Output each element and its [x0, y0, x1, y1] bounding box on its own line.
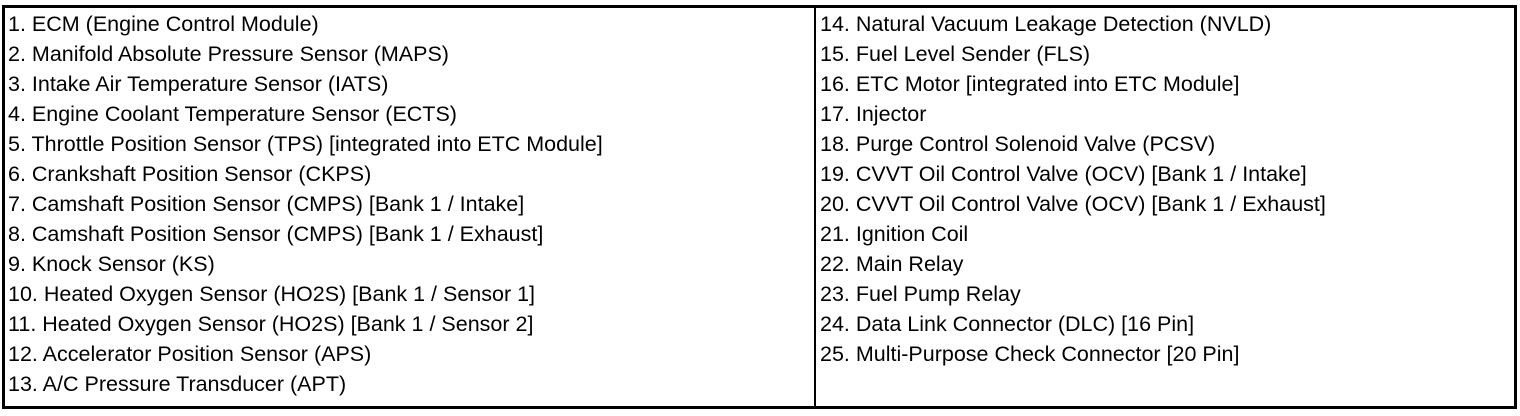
component-item: 4. Engine Coolant Temperature Sensor (EC…: [8, 102, 457, 126]
right-column: 14. Natural Vacuum Leakage Detection (NV…: [816, 8, 1514, 406]
component-item: 8. Camshaft Position Sensor (CMPS) [Bank…: [8, 222, 544, 246]
component-item: 3. Intake Air Temperature Sensor (IATS): [8, 72, 389, 96]
component-item: 25. Multi-Purpose Check Connector [20 Pi…: [820, 342, 1240, 366]
component-item: 22. Main Relay: [820, 252, 964, 276]
component-item: 14. Natural Vacuum Leakage Detection (NV…: [820, 12, 1272, 36]
left-column: 1. ECM (Engine Control Module) 2. Manifol…: [5, 8, 816, 406]
component-legend-table: 1. ECM (Engine Control Module) 2. Manifol…: [2, 5, 1517, 409]
component-item: 5. Throttle Position Sensor (TPS) [integ…: [8, 132, 603, 156]
component-item: 10. Heated Oxygen Sensor (HO2S) [Bank 1 …: [8, 282, 536, 306]
component-item: 21. Ignition Coil: [820, 222, 969, 246]
component-item: 24. Data Link Connector (DLC) [16 Pin]: [820, 312, 1195, 336]
component-item: 19. CVVT Oil Control Valve (OCV) [Bank 1…: [820, 162, 1307, 186]
component-item: 2. Manifold Absolute Pressure Sensor (MA…: [8, 42, 449, 66]
component-item: 13. A/C Pressure Transducer (APT): [8, 372, 347, 396]
component-item: 17. Injector: [820, 102, 927, 126]
component-item: 9. Knock Sensor (KS): [8, 252, 215, 276]
component-item: 11. Heated Oxygen Sensor (HO2S) [Bank 1 …: [8, 312, 534, 336]
component-item: 7. Camshaft Position Sensor (CMPS) [Bank…: [8, 192, 525, 216]
component-item: 18. Purge Control Solenoid Valve (PCSV): [820, 132, 1216, 156]
component-item: 16. ETC Motor [integrated into ETC Modul…: [820, 72, 1240, 96]
component-item: 15. Fuel Level Sender (FLS): [820, 42, 1091, 66]
component-item: 23. Fuel Pump Relay: [820, 282, 1021, 306]
component-item: 20. CVVT Oil Control Valve (OCV) [Bank 1…: [820, 192, 1326, 216]
component-item: 12. Accelerator Position Sensor (APS): [8, 342, 372, 366]
component-item: 1. ECM (Engine Control Module): [8, 12, 319, 36]
component-item: 6. Crankshaft Position Sensor (CKPS): [8, 162, 372, 186]
